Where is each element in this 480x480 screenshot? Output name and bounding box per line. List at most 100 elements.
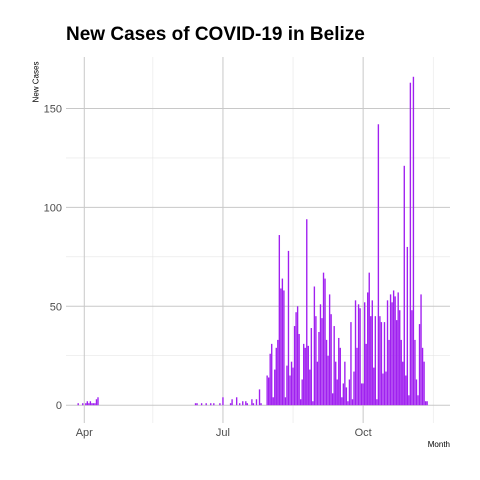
bar	[251, 399, 253, 406]
bar	[365, 343, 367, 406]
bar	[272, 397, 274, 406]
bar	[229, 403, 232, 406]
bar	[274, 369, 276, 406]
bar	[286, 365, 288, 406]
bar	[388, 339, 390, 406]
minor-gridlines	[66, 57, 450, 423]
bar	[403, 165, 405, 406]
bar	[306, 219, 308, 406]
bar	[260, 403, 262, 406]
bar	[391, 302, 393, 406]
bar	[379, 316, 381, 406]
bar	[281, 278, 284, 406]
bar	[350, 322, 352, 406]
bar	[278, 235, 281, 406]
bar	[421, 347, 424, 406]
bar	[342, 383, 345, 406]
bar	[341, 397, 343, 406]
x-axis-label: Month	[427, 440, 450, 449]
bar	[345, 387, 348, 406]
bar	[200, 403, 203, 406]
bar	[415, 379, 418, 406]
bar	[418, 324, 421, 406]
bar	[411, 310, 413, 406]
bar	[347, 401, 349, 406]
bar	[336, 379, 338, 406]
bar	[385, 371, 387, 406]
bar	[287, 250, 290, 406]
bar	[321, 318, 323, 406]
bar	[307, 345, 309, 406]
bar	[356, 347, 358, 406]
y-tick-label: 150	[44, 103, 62, 115]
bar	[86, 401, 89, 406]
bar	[392, 290, 395, 406]
bar	[402, 361, 404, 406]
bar	[362, 383, 364, 406]
bar	[333, 326, 335, 406]
bar	[367, 292, 369, 406]
bar	[304, 347, 306, 406]
bar	[353, 371, 355, 406]
bar	[405, 375, 407, 406]
bar	[339, 347, 341, 406]
bar	[280, 288, 282, 406]
bar	[301, 379, 303, 406]
bar	[267, 377, 270, 406]
bar	[368, 272, 370, 406]
bar	[258, 389, 261, 406]
bar	[246, 403, 249, 406]
x-tick-labels: Apr Jul Oct	[76, 427, 372, 439]
bar	[298, 333, 300, 406]
bar	[397, 292, 399, 406]
bar	[315, 316, 317, 406]
bar	[414, 339, 416, 406]
bar	[271, 343, 273, 406]
bar	[210, 403, 212, 406]
bar	[205, 403, 207, 406]
bar	[194, 403, 197, 406]
bar	[91, 403, 93, 406]
bar	[310, 328, 313, 406]
bar	[382, 373, 384, 406]
major-gridlines	[66, 57, 450, 423]
bar	[239, 403, 241, 406]
bar	[406, 246, 409, 406]
bar	[338, 337, 340, 406]
bar	[327, 355, 329, 406]
bar	[324, 278, 326, 406]
bar	[222, 397, 224, 406]
bar	[374, 316, 377, 406]
x-tick-label: Apr	[76, 427, 93, 439]
bar	[360, 383, 363, 406]
bar	[408, 395, 410, 406]
bar	[318, 331, 320, 406]
bar	[423, 361, 425, 406]
bar	[289, 375, 291, 406]
bar	[266, 375, 268, 406]
bar	[92, 403, 95, 406]
bar	[303, 343, 305, 406]
chart-title: New Cases of COVID-19 in Belize	[66, 24, 365, 45]
x-tick-label: Oct	[355, 427, 372, 439]
bar	[400, 339, 402, 406]
bar	[420, 294, 422, 406]
bar	[89, 401, 92, 406]
bar	[351, 399, 354, 406]
y-tick-label: 100	[44, 202, 62, 214]
bar	[363, 302, 366, 406]
bar	[373, 367, 375, 406]
bar	[377, 124, 380, 406]
bar	[95, 399, 98, 406]
bar	[97, 397, 99, 406]
bar	[370, 316, 372, 406]
bar	[299, 399, 302, 406]
bar	[386, 300, 389, 406]
bar	[290, 361, 293, 406]
bar	[77, 403, 79, 406]
bar	[316, 361, 319, 406]
bar	[330, 314, 332, 406]
bar	[88, 403, 90, 406]
bar	[371, 300, 373, 406]
bar	[394, 296, 396, 406]
